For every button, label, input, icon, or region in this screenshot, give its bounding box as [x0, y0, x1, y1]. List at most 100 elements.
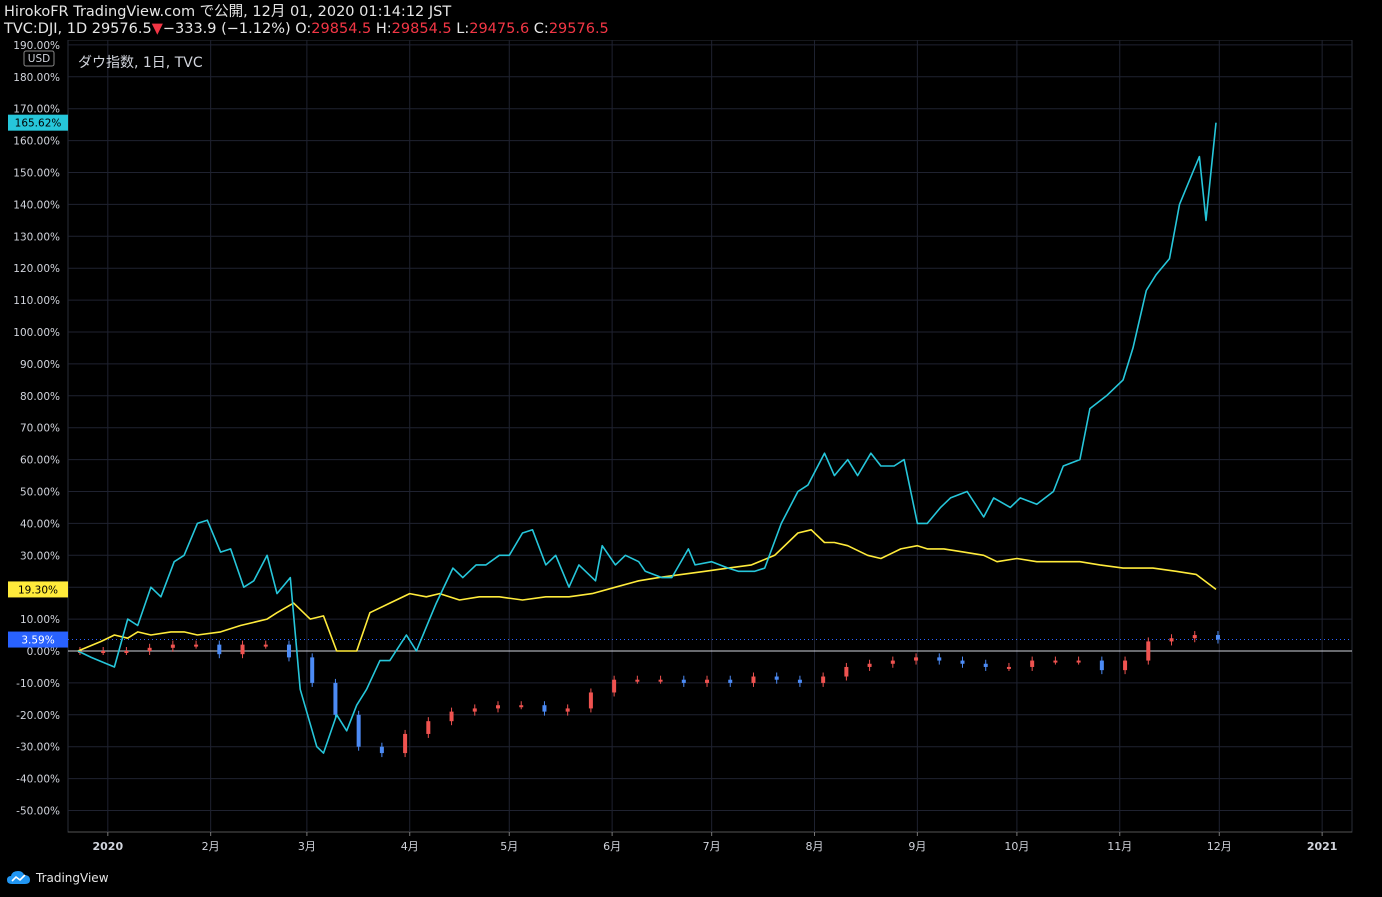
candle-body — [472, 708, 477, 712]
tradingview-brand[interactable]: TradingView — [6, 870, 109, 886]
y-tick-label: 10.00% — [20, 614, 60, 626]
x-tick-label: 11月 — [1107, 840, 1132, 853]
candle-body — [1076, 660, 1081, 663]
candle-body — [612, 679, 617, 693]
candle-body — [194, 644, 199, 647]
close-value: 29576.5 — [548, 21, 609, 37]
open-value: 29854.5 — [311, 21, 372, 37]
price-label-box — [8, 631, 68, 648]
y-tick-label: 30.00% — [20, 550, 60, 562]
usd-badge-label: USD — [28, 53, 50, 65]
candle-body — [379, 746, 384, 754]
candle-body — [774, 676, 779, 680]
y-tick-label: 190.00% — [13, 40, 60, 52]
close-label: C: — [529, 21, 549, 37]
candle-body — [565, 708, 570, 712]
x-axis[interactable]: 2020 2月 3月 4月 5月 6月 7月 8月 9月 10月 11月 12月 2021 — [93, 832, 1338, 853]
x-tick-label: 6月 — [603, 840, 621, 853]
y-axis[interactable]: 190.00% 180.00% 170.00% 160.00% 150.00% 140.0… — [13, 40, 60, 818]
candle-body — [681, 679, 686, 683]
candle-body — [960, 660, 965, 664]
candle-body — [914, 657, 919, 661]
publish-info: HirokoFR TradingView.com で公開, 12月 01, 20… — [4, 4, 452, 20]
candle-body — [519, 705, 524, 708]
series-lines — [77, 122, 1217, 754]
y-tick-label: 180.00% — [13, 72, 60, 84]
y-tick-label: 150.00% — [13, 168, 60, 180]
candle-body — [356, 714, 361, 747]
x-tick-label: 2020 — [93, 840, 124, 853]
chart-grid — [67, 40, 1353, 833]
candle-body — [937, 657, 942, 661]
y-tick-label: 130.00% — [13, 231, 60, 243]
price-label-text: 165.62% — [15, 118, 62, 130]
candle-body — [333, 682, 338, 715]
candle-body — [449, 711, 454, 722]
usd-badge-box — [23, 50, 55, 67]
y-tick-label: -50.00% — [16, 806, 60, 818]
candle-body — [844, 666, 849, 677]
candle-body — [890, 660, 895, 664]
candle-body — [588, 692, 593, 709]
low-value: 29475.6 — [469, 21, 530, 37]
candle-body — [496, 705, 500, 709]
plot-frame — [67, 40, 1353, 833]
down-arrow-icon: ▼ — [151, 21, 163, 37]
candle-body — [240, 644, 245, 655]
candle-body — [821, 676, 826, 683]
x-tick-label: 5月 — [500, 840, 518, 853]
candle-body — [797, 679, 802, 683]
candle-body — [705, 679, 710, 683]
candle-body — [751, 676, 756, 683]
y-tick-label: 170.00% — [13, 104, 60, 116]
currency-badge: USD — [23, 50, 55, 67]
y-tick-label: 60.00% — [20, 455, 60, 467]
y-tick-label: 160.00% — [13, 136, 60, 148]
y-tick-label: 100.00% — [13, 327, 60, 339]
x-tick-label: 10月 — [1004, 840, 1029, 853]
candle-body — [1169, 638, 1174, 642]
candle-body — [635, 679, 640, 682]
y-tick-label: 80.00% — [20, 391, 60, 403]
y-tick-label: -20.00% — [16, 710, 60, 722]
candle-body — [426, 721, 431, 734]
high-value: 29854.5 — [391, 21, 452, 37]
chart-canvas[interactable]: 190.00% 180.00% 170.00% 160.00% 150.00% 140.0… — [0, 40, 1382, 860]
candle-body — [1030, 660, 1035, 667]
low-label: L: — [451, 21, 470, 37]
candle-body — [542, 705, 547, 712]
candle-body — [728, 679, 733, 683]
candle-body — [1146, 641, 1151, 661]
candle-body — [1099, 660, 1104, 671]
x-tick-label: 7月 — [703, 840, 721, 853]
y-tick-label: 50.00% — [20, 487, 60, 499]
price-label-box — [8, 114, 68, 131]
candle-body — [217, 644, 222, 655]
candle-body — [147, 647, 152, 651]
x-tick-label: 9月 — [908, 840, 926, 853]
tradingview-cloud-icon — [7, 871, 30, 884]
chart-title: ダウ指数, 1日, TVC — [78, 55, 203, 71]
y-tick-label: 120.00% — [13, 263, 60, 275]
price-change: −333.9 (−1.12%) — [162, 21, 291, 37]
candle-body — [310, 657, 315, 683]
y-tick-label: -40.00% — [16, 774, 60, 786]
candle-body — [263, 644, 268, 647]
candle-body — [983, 663, 988, 667]
open-label: O: — [290, 21, 312, 37]
candle-body — [403, 733, 408, 754]
price-labels: 165.62% 19.30% 3.59% — [8, 114, 68, 648]
candle-body — [101, 651, 106, 653]
x-tick-label: 4月 — [401, 840, 419, 853]
candle-body — [1215, 635, 1220, 640]
candle-body — [1192, 635, 1197, 639]
candle-body — [1006, 666, 1011, 669]
cyan-series-line — [77, 122, 1217, 754]
brand-name: TradingView — [36, 871, 109, 885]
x-tick-label: 12月 — [1207, 840, 1232, 853]
y-tick-label: 140.00% — [13, 199, 60, 211]
x-tick-label: 8月 — [806, 840, 824, 853]
x-tick-label: 3月 — [298, 840, 316, 853]
y-tick-label: -30.00% — [16, 742, 60, 754]
candle-body — [1053, 660, 1058, 663]
